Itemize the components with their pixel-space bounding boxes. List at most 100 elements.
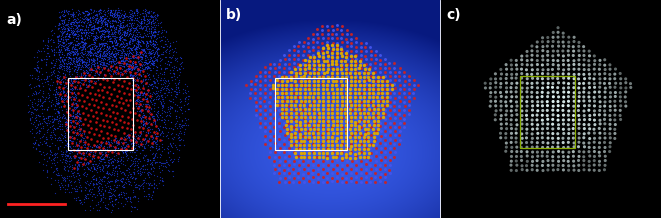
Point — [83, 166, 93, 169]
Point — [568, 67, 579, 71]
Point — [537, 136, 547, 140]
Point — [84, 50, 95, 54]
Point — [568, 54, 578, 57]
Point — [278, 168, 289, 171]
Point — [68, 114, 79, 118]
Point — [365, 45, 375, 48]
Point — [50, 61, 60, 65]
Point — [161, 66, 171, 70]
Point — [60, 77, 71, 80]
Point — [133, 31, 143, 34]
Point — [111, 165, 122, 168]
Point — [118, 55, 129, 59]
Point — [66, 149, 77, 152]
Point — [176, 125, 187, 128]
Point — [89, 149, 100, 152]
Point — [385, 155, 395, 158]
Point — [323, 80, 333, 83]
Point — [134, 61, 144, 64]
Point — [67, 66, 77, 70]
Point — [34, 49, 44, 53]
Point — [119, 33, 130, 36]
Point — [46, 131, 56, 134]
Point — [584, 91, 594, 94]
Point — [102, 90, 112, 94]
Point — [64, 190, 75, 194]
Point — [148, 101, 159, 105]
Point — [124, 62, 134, 66]
Point — [148, 44, 159, 48]
Point — [100, 189, 110, 193]
Point — [80, 68, 91, 71]
Point — [62, 35, 73, 38]
Point — [104, 39, 115, 43]
Point — [57, 160, 67, 164]
Point — [537, 82, 548, 85]
Point — [145, 55, 155, 59]
Point — [90, 149, 100, 153]
Point — [118, 49, 128, 53]
Point — [71, 138, 82, 141]
Point — [105, 157, 116, 161]
Point — [31, 138, 42, 141]
Point — [101, 49, 112, 52]
Point — [304, 155, 315, 158]
Point — [67, 18, 78, 22]
Point — [167, 145, 178, 148]
Point — [100, 47, 111, 51]
Point — [331, 57, 342, 61]
Point — [165, 111, 175, 114]
Point — [116, 65, 127, 68]
Point — [93, 59, 104, 63]
Point — [93, 144, 104, 148]
Point — [54, 86, 65, 90]
Point — [93, 29, 103, 32]
Point — [380, 83, 391, 87]
Point — [45, 144, 56, 147]
Point — [364, 87, 374, 91]
Point — [142, 90, 153, 94]
Point — [293, 146, 304, 150]
Point — [146, 107, 157, 110]
Point — [501, 118, 512, 121]
Point — [97, 17, 107, 20]
Point — [584, 137, 595, 140]
Point — [97, 21, 107, 25]
Point — [61, 64, 71, 68]
Point — [127, 61, 137, 65]
Point — [351, 91, 362, 95]
Point — [106, 34, 117, 38]
Point — [103, 172, 114, 176]
Point — [143, 100, 153, 104]
Point — [130, 34, 141, 38]
Point — [394, 70, 405, 74]
Point — [408, 87, 419, 91]
Point — [157, 164, 168, 167]
Point — [125, 172, 136, 175]
Point — [85, 16, 95, 20]
Point — [375, 99, 385, 103]
Point — [553, 91, 563, 94]
Point — [104, 157, 115, 161]
Point — [139, 137, 150, 141]
Point — [71, 112, 81, 116]
Point — [155, 56, 166, 60]
Point — [389, 146, 399, 150]
Point — [341, 136, 352, 139]
Point — [136, 54, 147, 57]
Point — [327, 59, 337, 62]
Point — [135, 34, 145, 38]
Point — [272, 96, 283, 99]
Point — [384, 168, 395, 171]
Point — [553, 77, 563, 80]
Point — [569, 82, 580, 85]
Point — [157, 100, 168, 103]
Point — [144, 106, 155, 109]
Point — [138, 18, 149, 21]
Point — [82, 35, 93, 38]
Point — [281, 123, 292, 127]
Point — [127, 76, 137, 79]
Point — [313, 60, 323, 63]
Point — [69, 77, 80, 80]
Point — [300, 119, 311, 123]
